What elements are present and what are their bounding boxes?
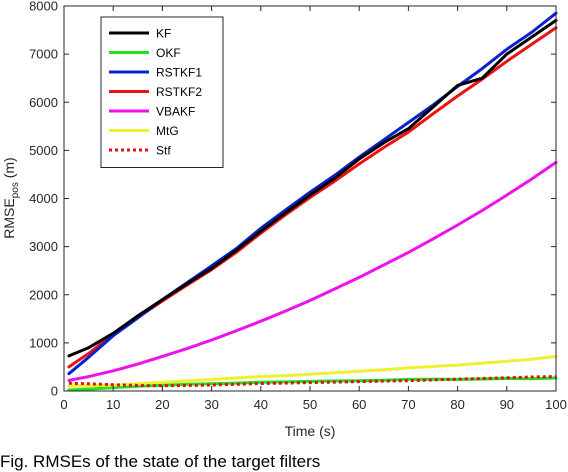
x-tick-label: 60 [352,397,366,412]
legend-label: MtG [156,124,179,138]
legend-label: RSTKF1 [156,66,202,80]
y-axis-label-subscript: pos [10,182,21,198]
legend-label: KF [156,27,171,41]
y-tick-label: 5000 [29,143,58,158]
figure-caption: Fig. RMSEs of the state of the target fi… [0,452,321,471]
rmse-chart: 0 10 20 30 40 50 60 70 80 90 100010002000300040005… [1,0,567,439]
legend-label: RSTKF2 [156,85,202,99]
y-tick-label: 2000 [29,287,58,302]
series-line-vbakf [67,160,558,382]
x-tick-label: 50 [303,397,317,412]
y-axis-label-main: RMSE [1,198,17,238]
x-tick-label: 0 [60,397,67,412]
y-tick-label: 6000 [29,95,58,110]
y-tick-label: 1000 [29,335,58,350]
x-axis-label: Time (s) [285,423,336,439]
x-tick-label: 10 [106,397,120,412]
y-tick-label: 8000 [29,0,58,14]
series-line-stf [68,375,557,388]
legend-label: OKF [156,46,181,60]
y-axis-label: RMSEpos (m) [1,157,21,238]
x-tick-label: 100 [545,397,567,412]
axes-layer: 0 10 20 30 40 50 60 70 80 90 100010002000300040005… [29,0,567,412]
y-tick-label: 4000 [29,191,58,206]
x-tick-label: 80 [450,397,464,412]
x-tick-label: 70 [401,397,415,412]
y-tick-label: 7000 [29,47,58,62]
legend: KF OKF RSTKF1 RSTKF2 VBAKF MtG Stf [100,16,224,168]
y-tick-label: 0 [51,384,58,399]
y-axis-label-unit: (m) [1,157,17,182]
series-line-kf [67,18,558,358]
legend-label: Stf [156,144,171,158]
x-tick-label: 40 [254,397,268,412]
x-tick-label: 30 [204,397,218,412]
x-tick-label: 90 [500,397,514,412]
series-line-mtg [67,354,558,388]
x-tick-label: 20 [155,397,169,412]
legend-label: VBAKF [156,105,195,119]
y-tick-label: 3000 [29,239,58,254]
series-layer [67,11,558,392]
